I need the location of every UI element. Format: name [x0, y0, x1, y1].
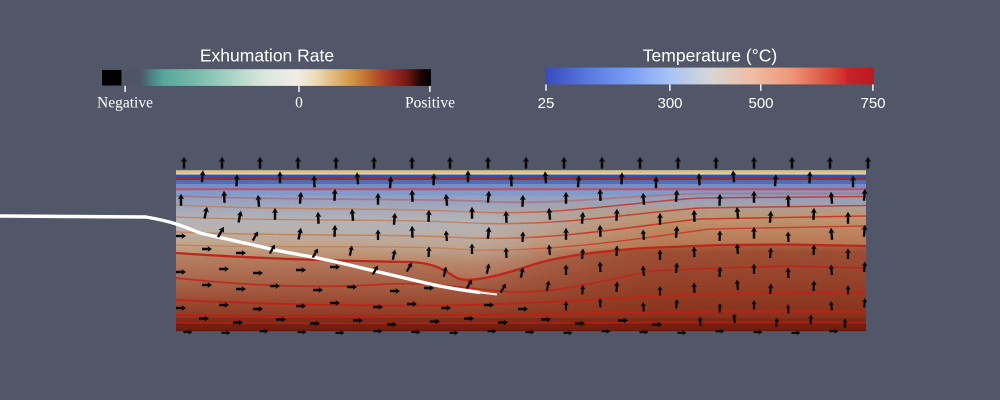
- svg-text:Exhumation Rate: Exhumation Rate: [200, 46, 334, 66]
- svg-text:25: 25: [538, 95, 555, 112]
- svg-text:Positive: Positive: [405, 95, 455, 112]
- svg-text:500: 500: [748, 95, 773, 112]
- svg-text:Negative: Negative: [97, 95, 153, 112]
- svg-text:0: 0: [295, 95, 303, 112]
- svg-text:Temperature (°C): Temperature (°C): [643, 46, 777, 66]
- svg-text:750: 750: [860, 95, 885, 112]
- svg-text:300: 300: [657, 95, 682, 112]
